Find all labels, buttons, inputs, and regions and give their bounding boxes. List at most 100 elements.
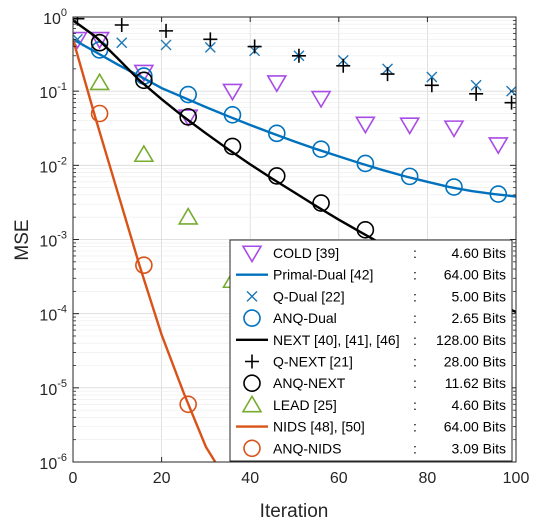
legend-entry-bits: 28.00 Bits [444,354,506,370]
data-point [487,137,509,155]
data-point [114,18,129,33]
data-point [116,37,128,49]
y-tick-label: 10-5 [39,378,67,399]
data-point [489,185,508,203]
legend-separator: : [413,310,417,326]
data-point [400,167,419,186]
data-point [470,79,482,91]
y-tick-base: 10 [39,382,57,399]
data-point [160,39,172,51]
legend-marker-swatch [245,354,259,369]
data-point [133,144,155,163]
data-point [354,116,376,135]
legend-entry-bits: 64.00 Bits [444,419,506,435]
y-tick-exponent: 0 [61,7,67,19]
series-anq-nids [90,104,197,414]
y-tick-base: 10 [39,456,57,473]
legend-separator: : [413,419,417,435]
series-primal-dual-42 [73,38,516,198]
data-point [179,85,197,104]
legend-entry-name: COLD [39] [273,245,339,261]
legend-separator: : [413,375,417,391]
x-tick-label: 100 [503,470,530,487]
data-point [267,124,286,143]
legend-entry-bits: 3.09 Bits [452,440,506,456]
legend-entry-bits: 2.65 Bits [452,310,506,326]
y-tick-label: 100 [43,7,67,28]
legend: COLD [39]: 4.60 Bits Primal-Dual [42]: 64.0… [229,239,513,462]
data-point [135,256,153,275]
y-tick-label: 10-3 [39,230,67,251]
data-point [336,58,351,73]
y-tick-base: 10 [43,11,61,28]
y-tick-exponent: -1 [57,81,67,93]
legend-box [229,239,513,462]
data-point [266,75,288,93]
legend-separator: : [413,288,417,304]
legend-separator: : [413,245,417,261]
x-tick-label: 60 [330,470,348,487]
data-point [73,31,88,50]
x-tick-label: 40 [241,470,259,487]
legend-entry-name: ANQ-NEXT [273,375,346,391]
data-point [177,207,199,225]
x-tick-label: 0 [69,470,78,487]
legend-entry-name: ANQ-Dual [273,310,337,326]
legend-entry-name: NEXT [40], [41], [46] [273,332,400,348]
data-point [223,137,242,156]
data-point [179,395,197,414]
data-point [399,117,421,136]
data-point [380,67,395,82]
data-point [90,104,109,123]
series-q-next-21 [73,17,516,110]
legend-entry-bits: 5.00 Bits [452,288,506,304]
data-point [291,48,306,63]
legend-marker-swatch [243,309,261,327]
data-point [223,106,242,124]
legend-marker-swatch [241,394,263,413]
data-point [356,154,375,173]
data-point [426,71,438,83]
legend-marker-swatch [241,245,263,264]
legend-separator: : [413,354,417,370]
y-tick-label: 10-2 [39,155,67,176]
data-point [445,178,463,196]
y-tick-exponent: -4 [57,304,67,316]
series-line [73,39,217,462]
y-tick-base: 10 [39,234,57,251]
legend-entry-name: ANQ-NIDS [273,440,341,456]
legend-separator: : [413,332,417,348]
y-tick-base: 10 [39,308,57,325]
data-point [159,23,174,38]
data-point [356,221,375,239]
y-tick-label: 10-6 [39,452,67,473]
data-point [310,90,332,109]
data-point [312,194,330,212]
data-point [312,140,330,159]
series-anq-next [90,33,375,239]
y-tick-exponent: -2 [57,155,67,167]
data-point [443,120,465,138]
legend-entry-name: Q-Dual [22] [273,288,345,304]
data-point [179,108,197,126]
legend-marker-swatch [243,374,261,393]
data-point [89,31,110,50]
series-anq-dual [90,41,508,203]
y-tick-exponent: -3 [57,230,67,242]
x-axis-label: Iteration [260,501,329,522]
y-tick-base: 10 [39,159,57,176]
x-tick-label: 20 [153,470,171,487]
legend-entry-bits: 128.00 Bits [436,332,506,348]
data-point [73,17,85,26]
y-axis-label: MSE [12,219,33,260]
data-point [247,39,262,54]
legend-marker-swatch [246,290,258,302]
legend-entry-bits: 64.00 Bits [444,267,506,283]
legend-separator: : [413,267,417,283]
legend-entry-name: LEAD [25] [273,397,337,413]
legend-entry-name: NIDS [48], [50] [273,419,365,435]
legend-entry-name: Q-NEXT [21] [273,354,353,370]
data-point [203,32,218,47]
legend-separator: : [413,440,417,456]
